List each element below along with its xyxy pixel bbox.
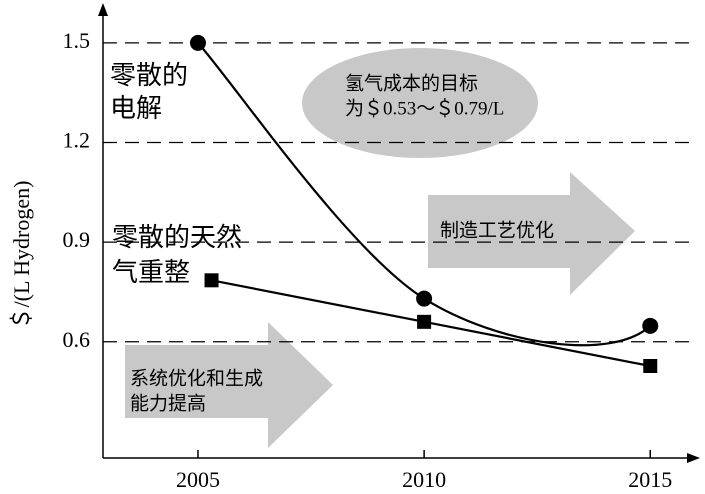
point (416, 290, 433, 307)
y-tick-label: 1.2 (63, 128, 91, 153)
x-tick-label: 2010 (402, 467, 446, 492)
annotation: 制造工艺优化 (440, 219, 554, 241)
x-axis-arrow (687, 453, 700, 463)
annotation: 电解 (110, 94, 162, 123)
y-tick-label: 1.5 (63, 28, 91, 53)
annotation: 气重整 (112, 258, 190, 287)
annotation: 零散的天然 (112, 223, 242, 252)
annotation: 为＄0.53～＄0.79/L (345, 97, 504, 119)
target-ellipse (302, 48, 538, 158)
annotation: 能力提高 (130, 392, 206, 414)
x-tick-label: 2005 (176, 467, 220, 492)
point (417, 314, 432, 329)
annotation: 零散的 (110, 61, 188, 90)
y-tick-label: 0.9 (63, 227, 91, 252)
y-tick-label: 0.6 (63, 327, 91, 352)
annotation: 系统优化和生成 (130, 367, 263, 389)
point (643, 359, 658, 374)
x-tick-label: 2015 (628, 467, 672, 492)
point (204, 273, 219, 288)
y-axis-arrow (98, 3, 108, 16)
annotation: 氢气成本的目标 (345, 72, 478, 94)
point (642, 317, 659, 334)
arrow (125, 322, 333, 448)
point (189, 34, 206, 51)
arrow (428, 172, 635, 295)
y-axis-label: ＄/(L Hydrogen) (9, 181, 34, 330)
